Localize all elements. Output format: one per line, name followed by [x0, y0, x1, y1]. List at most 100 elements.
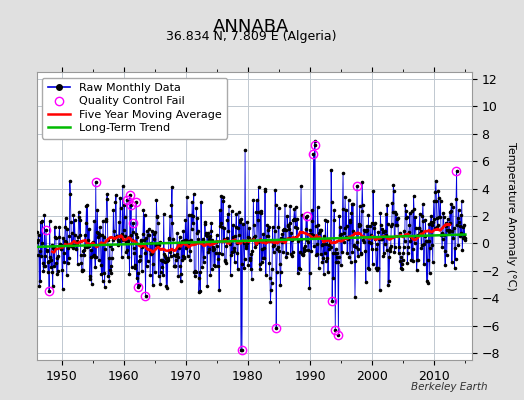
Point: [320, 233, 329, 239]
Point: [128, 229, 137, 236]
Point: [410, 206, 418, 212]
Point: [170, 263, 178, 269]
Point: [421, 217, 430, 223]
Point: [43, 247, 51, 253]
Point: [159, 272, 167, 278]
Point: [435, 194, 443, 201]
Point: [277, 234, 286, 241]
Point: [158, 264, 166, 270]
Point: [317, 226, 325, 233]
Point: [347, 201, 356, 208]
Point: [238, 347, 246, 354]
Point: [370, 225, 378, 231]
Point: [313, 251, 321, 257]
Point: [71, 242, 80, 248]
Point: [405, 229, 413, 235]
Point: [242, 245, 250, 252]
Point: [443, 252, 451, 258]
Point: [220, 236, 228, 242]
Point: [81, 232, 89, 238]
Point: [437, 232, 445, 238]
Point: [366, 232, 375, 238]
Point: [267, 287, 275, 294]
Point: [187, 212, 195, 218]
Point: [134, 284, 142, 290]
Point: [113, 242, 122, 248]
Point: [62, 272, 71, 278]
Point: [309, 232, 317, 238]
Point: [60, 238, 69, 244]
Point: [403, 260, 411, 266]
Point: [367, 246, 376, 252]
Point: [243, 219, 252, 225]
Point: [147, 240, 155, 246]
Point: [328, 298, 336, 304]
Point: [260, 255, 268, 262]
Point: [340, 230, 348, 236]
Point: [432, 198, 441, 204]
Point: [94, 234, 102, 240]
Point: [442, 223, 450, 230]
Point: [268, 266, 276, 272]
Point: [100, 234, 108, 240]
Point: [269, 243, 277, 249]
Point: [84, 243, 93, 249]
Point: [35, 232, 43, 238]
Point: [291, 224, 300, 230]
Point: [95, 257, 103, 263]
Point: [355, 223, 363, 230]
Point: [345, 254, 354, 260]
Point: [276, 261, 284, 267]
Point: [150, 236, 158, 242]
Point: [34, 252, 42, 258]
Point: [87, 247, 95, 253]
Point: [165, 235, 173, 242]
Point: [36, 278, 45, 284]
Point: [206, 271, 214, 278]
Point: [450, 264, 458, 271]
Point: [282, 254, 290, 260]
Point: [305, 270, 314, 276]
Point: [290, 206, 299, 212]
Point: [237, 216, 246, 222]
Point: [85, 226, 93, 232]
Point: [117, 234, 125, 241]
Point: [194, 228, 202, 235]
Point: [138, 244, 147, 250]
Point: [302, 214, 310, 221]
Point: [281, 202, 289, 208]
Point: [79, 248, 88, 254]
Point: [195, 275, 204, 281]
Point: [264, 227, 272, 234]
Point: [250, 221, 258, 228]
Point: [37, 253, 46, 259]
Point: [185, 238, 193, 244]
Point: [154, 214, 162, 220]
Point: [395, 244, 403, 250]
Point: [398, 261, 406, 267]
Point: [122, 249, 130, 256]
Point: [190, 191, 198, 198]
Point: [200, 254, 209, 260]
Point: [196, 288, 205, 294]
Point: [265, 260, 274, 266]
Point: [234, 224, 243, 231]
Point: [250, 234, 259, 240]
Point: [378, 226, 387, 233]
Point: [271, 202, 280, 208]
Point: [319, 255, 327, 261]
Point: [343, 223, 351, 230]
Point: [111, 199, 119, 205]
Point: [157, 257, 166, 263]
Point: [434, 188, 443, 194]
Point: [146, 247, 154, 253]
Point: [69, 244, 77, 251]
Point: [109, 207, 117, 214]
Point: [90, 252, 98, 259]
Point: [430, 216, 439, 222]
Point: [461, 236, 469, 243]
Point: [401, 215, 410, 221]
Point: [198, 240, 206, 246]
Point: [382, 210, 390, 217]
Point: [381, 232, 390, 238]
